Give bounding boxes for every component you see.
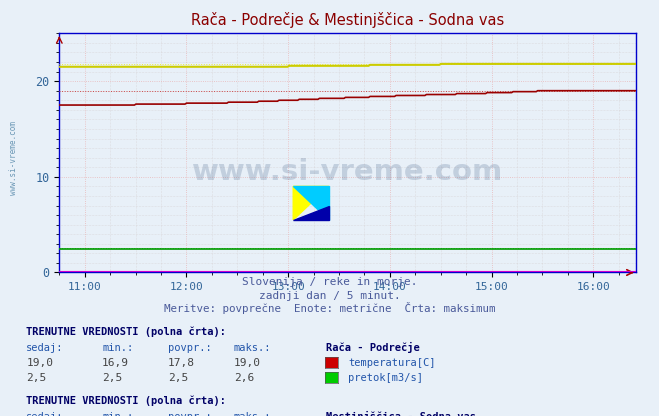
Text: 19,0: 19,0: [234, 359, 261, 369]
Text: 2,5: 2,5: [168, 374, 188, 384]
Text: 16,9: 16,9: [102, 359, 129, 369]
Text: min.:: min.:: [102, 343, 133, 353]
Polygon shape: [293, 186, 329, 220]
Polygon shape: [293, 206, 329, 220]
Text: sedaj:: sedaj:: [26, 343, 64, 353]
Text: 17,8: 17,8: [168, 359, 195, 369]
Text: 2,6: 2,6: [234, 374, 254, 384]
Polygon shape: [293, 186, 329, 220]
Text: povpr.:: povpr.:: [168, 412, 212, 416]
Text: Meritve: povprečne  Enote: metrične  Črta: maksimum: Meritve: povprečne Enote: metrične Črta:…: [163, 302, 496, 314]
Text: www.si-vreme.com: www.si-vreme.com: [9, 121, 18, 195]
Text: sedaj:: sedaj:: [26, 412, 64, 416]
Text: Mestinjščica - Sodna vas: Mestinjščica - Sodna vas: [326, 411, 476, 416]
Text: povpr.:: povpr.:: [168, 343, 212, 353]
Text: Rača - Podrečje: Rača - Podrečje: [326, 342, 420, 353]
Text: www.si-vreme.com: www.si-vreme.com: [192, 158, 503, 186]
Text: Slovenija / reke in morje.: Slovenija / reke in morje.: [242, 277, 417, 287]
Text: zadnji dan / 5 minut.: zadnji dan / 5 minut.: [258, 291, 401, 301]
Text: 2,5: 2,5: [102, 374, 123, 384]
Title: Rača - Podrečje & Mestinjščica - Sodna vas: Rača - Podrečje & Mestinjščica - Sodna v…: [191, 12, 504, 28]
Text: maks.:: maks.:: [234, 343, 272, 353]
Text: 19,0: 19,0: [26, 359, 53, 369]
Text: 2,5: 2,5: [26, 374, 47, 384]
Text: maks.:: maks.:: [234, 412, 272, 416]
Text: pretok[m3/s]: pretok[m3/s]: [348, 374, 423, 384]
Text: TRENUTNE VREDNOSTI (polna črta):: TRENUTNE VREDNOSTI (polna črta):: [26, 327, 226, 337]
Text: TRENUTNE VREDNOSTI (polna črta):: TRENUTNE VREDNOSTI (polna črta):: [26, 396, 226, 406]
Text: temperatura[C]: temperatura[C]: [348, 359, 436, 369]
Text: min.:: min.:: [102, 412, 133, 416]
